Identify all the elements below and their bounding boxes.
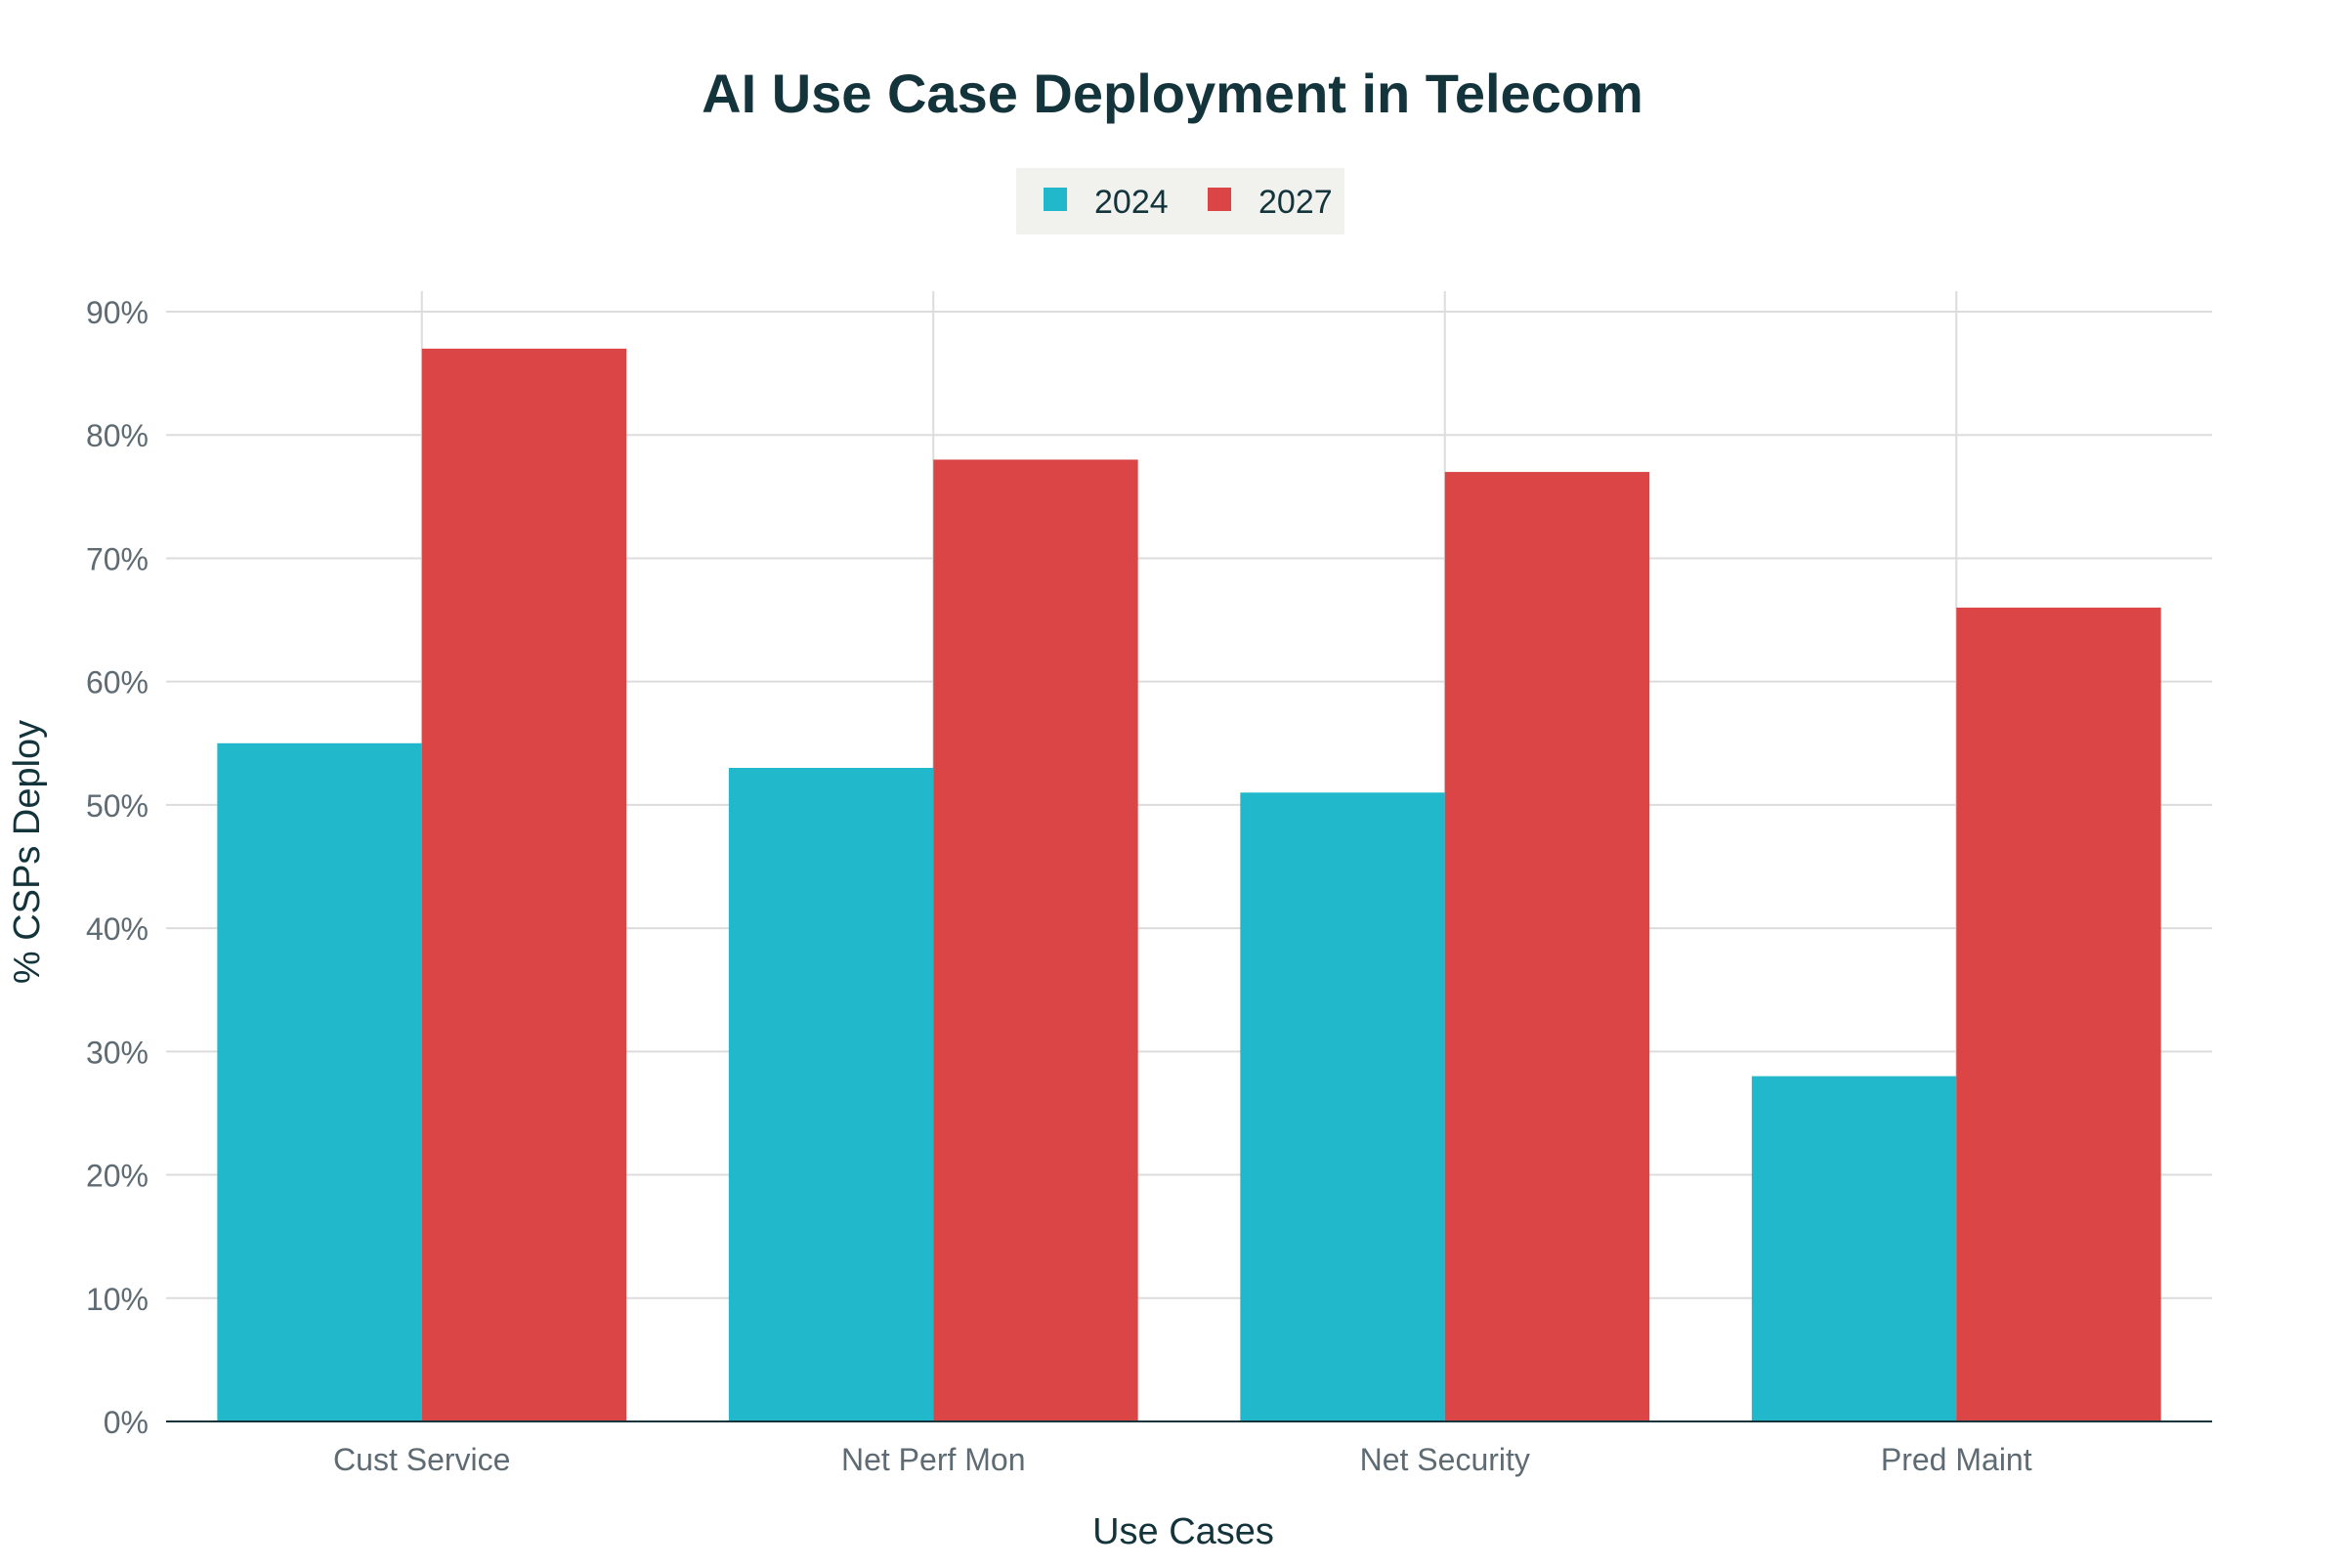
bar-2024-pred-maint xyxy=(1751,1076,1957,1421)
y-tick-label: 40% xyxy=(86,911,149,947)
legend-background xyxy=(1016,168,1344,234)
y-tick-label: 90% xyxy=(86,295,149,330)
chart-title: AI Use Case Deployment in Telecom xyxy=(702,63,1643,124)
legend-swatch-2027 xyxy=(1208,188,1231,211)
x-tick-label: Pred Maint xyxy=(1881,1442,2032,1477)
axes: 0% 10% 20% 30% 40% 50% 60% 70% 80% 90% Cust Servic… xyxy=(86,295,2212,1477)
bar-2027-cust-service xyxy=(421,348,627,1421)
y-tick-label: 50% xyxy=(86,788,149,824)
bar-2027-net-perf-mon xyxy=(933,459,1138,1421)
bars xyxy=(217,348,2161,1422)
x-tick-label: Cust Service xyxy=(333,1442,510,1477)
x-tick-label: Net Security xyxy=(1360,1442,1530,1477)
bar-2027-pred-maint xyxy=(1956,607,2161,1421)
y-tick-label: 0% xyxy=(104,1405,149,1440)
bar-2024-cust-service xyxy=(217,742,422,1421)
y-axis-title: % CSPs Deploy xyxy=(7,720,48,984)
y-tick-label: 70% xyxy=(86,541,149,576)
x-tick-label: Net Perf Mon xyxy=(841,1442,1026,1477)
legend-label-2024: 2024 xyxy=(1094,184,1169,221)
y-tick-label: 10% xyxy=(86,1282,149,1317)
y-tick-label: 20% xyxy=(86,1159,149,1194)
bar-2024-net-security xyxy=(1240,792,1445,1421)
y-tick-label: 60% xyxy=(86,665,149,700)
y-tick-label: 80% xyxy=(86,418,149,453)
bar-2027-net-security xyxy=(1444,472,1650,1422)
legend: 2024 2027 xyxy=(1016,168,1344,234)
y-tick-label: 30% xyxy=(86,1035,149,1070)
legend-label-2027: 2027 xyxy=(1258,184,1333,221)
legend-swatch-2024 xyxy=(1044,188,1067,211)
bar-2024-net-perf-mon xyxy=(728,768,934,1421)
x-axis-title: Use Cases xyxy=(1092,1511,1274,1552)
